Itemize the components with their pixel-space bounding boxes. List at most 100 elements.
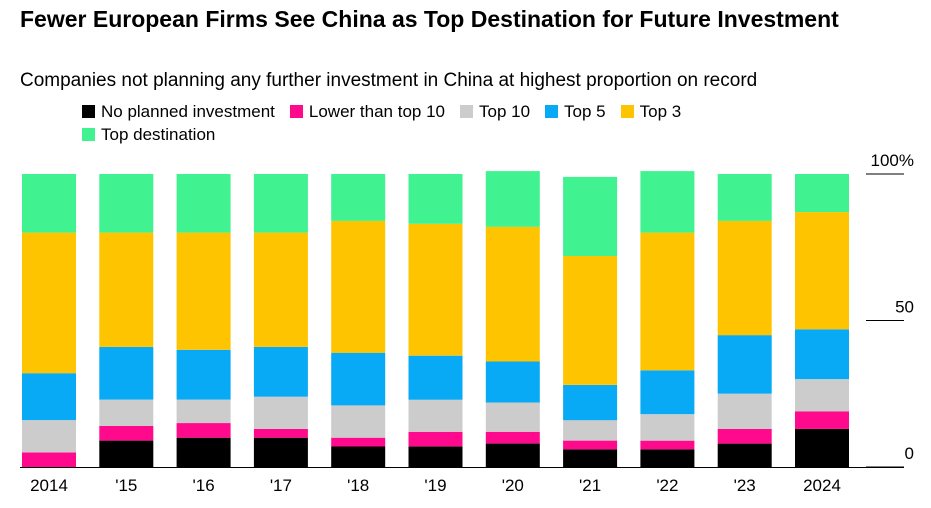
bar-segment-top-3 — [99, 232, 154, 347]
legend-swatch — [460, 105, 473, 118]
bar-segment-top-5 — [640, 370, 695, 415]
bar-segment-no-planned-investment — [717, 443, 772, 467]
bar-segment-lower-than-top-10 — [795, 411, 849, 429]
bar-segment-top-10 — [563, 420, 618, 441]
bar-segment-top-3 — [563, 256, 618, 385]
bar-segment-top-5 — [485, 361, 540, 403]
bar-segment-lower-than-top-10 — [408, 431, 463, 447]
bar-segment-top-destination — [795, 174, 849, 213]
legend-swatch — [82, 128, 95, 141]
bar-segment-top-10 — [22, 420, 76, 453]
legend-item-top-3: Top 3 — [620, 100, 682, 123]
bar-segment-top-3 — [795, 212, 849, 330]
bar-segment-top-3 — [253, 232, 308, 347]
bar-segment-top-5 — [563, 385, 618, 421]
bar-segment-no-planned-investment — [795, 428, 849, 467]
bar-segment-no-planned-investment — [640, 449, 695, 467]
bar-segment-top-10 — [795, 379, 849, 412]
bar-segment-lower-than-top-10 — [485, 431, 540, 444]
legend-label: Top destination — [101, 125, 216, 144]
legend-item-no-planned-investment: No planned investment — [82, 100, 275, 123]
bar-segment-top-3 — [717, 220, 772, 336]
bar-segment-top-destination — [99, 174, 154, 233]
bar-segment-top-5 — [717, 335, 772, 394]
chart-subtitle: Companies not planning any further inves… — [20, 70, 758, 91]
legend-label: Top 10 — [479, 102, 531, 121]
bar-segment-top-destination — [485, 171, 540, 227]
bar-segment-no-planned-investment — [408, 446, 463, 467]
bar-segment-top-10 — [717, 393, 772, 429]
x-tick-label: '20 — [502, 476, 524, 495]
bar-segment-lower-than-top-10 — [640, 440, 695, 450]
bar-segment-top-destination — [717, 174, 772, 221]
y-tick-label: 50 — [895, 298, 914, 317]
bar-segment-lower-than-top-10 — [253, 428, 308, 438]
bar-segment-no-planned-investment — [485, 443, 540, 467]
legend-label: Top 5 — [564, 102, 606, 121]
legend-swatch — [620, 105, 634, 118]
bar-segment-top-destination — [22, 174, 76, 233]
chart-title: Fewer European Firms See China as Top De… — [20, 6, 839, 32]
legend-row-2: Top destination — [82, 123, 782, 146]
bar-segment-lower-than-top-10 — [717, 428, 772, 444]
bar-segment-top-destination — [331, 174, 386, 221]
bar-segment-top-3 — [640, 232, 695, 371]
bar-segment-top-10 — [331, 405, 386, 438]
legend-label: No planned investment — [101, 102, 275, 121]
x-tick-label: '15 — [115, 476, 137, 495]
legend-label: Lower than top 10 — [308, 102, 445, 121]
bar-segment-top-10 — [408, 399, 463, 432]
x-tick-label: '23 — [734, 476, 756, 495]
bar-segment-lower-than-top-10 — [331, 437, 386, 447]
x-tick-label: '17 — [270, 476, 292, 495]
y-tick-label: 0 — [905, 444, 914, 463]
bar-segment-top-destination — [563, 176, 618, 256]
bar-segment-top-5 — [99, 346, 154, 400]
x-tick-label: 2024 — [803, 476, 841, 495]
x-tick-label: '18 — [347, 476, 369, 495]
bar-segment-top-destination — [176, 174, 231, 233]
bar-segment-top-destination — [408, 174, 463, 224]
legend: No planned investment Lower than top 10 … — [82, 100, 782, 146]
legend-swatch — [82, 105, 95, 118]
bar-segment-top-5 — [795, 329, 849, 380]
x-tick-label: '16 — [193, 476, 215, 495]
bar-segment-top-10 — [485, 402, 540, 432]
bar-segment-top-5 — [253, 346, 308, 397]
legend-label: Top 3 — [639, 102, 682, 121]
bar-segment-no-planned-investment — [331, 446, 386, 467]
legend-item-lower-than-top-10: Lower than top 10 — [289, 100, 445, 123]
bar-segment-no-planned-investment — [253, 437, 308, 467]
legend-item-top-10: Top 10 — [460, 100, 530, 123]
x-tick-label: '21 — [579, 476, 601, 495]
bar-segment-top-5 — [331, 352, 386, 406]
legend-item-top-5: Top 5 — [545, 100, 606, 123]
bar-segment-top-10 — [99, 399, 154, 426]
bar-segment-top-5 — [22, 373, 76, 421]
legend-item-top-destination: Top destination — [82, 123, 215, 146]
bar-segment-lower-than-top-10 — [563, 440, 618, 450]
bar-segment-top-10 — [640, 414, 695, 441]
legend-swatch — [289, 105, 303, 118]
bar-segment-lower-than-top-10 — [99, 426, 154, 441]
bar-segment-lower-than-top-10 — [176, 423, 231, 438]
y-tick-label: 100% — [871, 151, 914, 170]
bar-segment-top-3 — [331, 220, 386, 353]
legend-swatch — [545, 105, 559, 118]
bar-segment-top-5 — [176, 349, 231, 400]
bar-segment-top-5 — [408, 355, 463, 400]
bar-segment-no-planned-investment — [563, 449, 618, 467]
bar-segment-top-3 — [176, 232, 231, 350]
bar-segment-no-planned-investment — [176, 437, 231, 467]
x-tick-label: '22 — [656, 476, 678, 495]
bar-segment-top-10 — [176, 399, 231, 423]
bar-segment-no-planned-investment — [99, 440, 154, 467]
bar-segment-lower-than-top-10 — [22, 452, 76, 467]
bar-segment-top-3 — [22, 232, 76, 374]
bar-segment-top-10 — [253, 396, 308, 429]
x-tick-label: 2014 — [30, 476, 68, 495]
bar-segment-top-3 — [485, 226, 540, 362]
bar-segment-top-destination — [253, 174, 308, 233]
legend-row-1: No planned investment Lower than top 10 … — [82, 100, 782, 123]
